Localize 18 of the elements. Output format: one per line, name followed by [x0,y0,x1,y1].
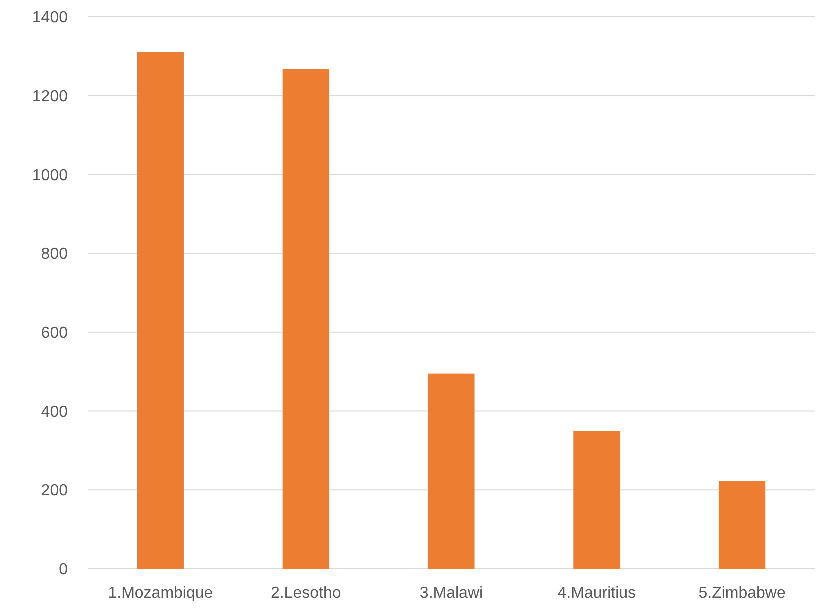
bar [428,374,475,569]
x-tick-label: 4.Mauritius [558,585,636,602]
bar [137,52,184,569]
y-tick-label: 400 [41,404,68,421]
y-tick-label: 800 [41,246,68,264]
bar [719,481,766,569]
x-tick-label: 2.Lesotho [270,585,342,602]
y-tick-label: 600 [41,325,68,342]
x-tick-label: 1.Mozambique [108,585,214,602]
y-tick-label: 1400 [32,10,68,27]
y-tick-label: 1200 [32,88,68,106]
bar [574,431,620,569]
y-tick-label: 200 [41,482,68,500]
y-tick-label: 1000 [32,167,68,184]
x-tick-label: 3.Malawi [420,585,484,602]
bar [282,69,330,569]
x-tick-label: 5.Zimbabwe [698,585,786,602]
y-tick-label: 0 [59,562,68,579]
